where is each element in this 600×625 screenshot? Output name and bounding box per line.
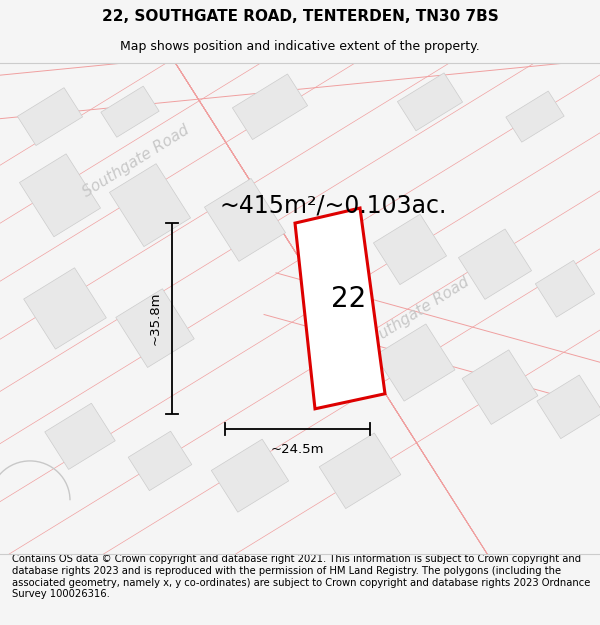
Polygon shape — [17, 88, 83, 146]
Polygon shape — [375, 324, 455, 401]
Text: Southgate Road: Southgate Road — [360, 274, 472, 352]
Polygon shape — [462, 350, 538, 424]
Polygon shape — [128, 431, 192, 491]
Text: Southgate Road: Southgate Road — [80, 122, 192, 200]
Polygon shape — [537, 375, 600, 439]
Text: ~24.5m: ~24.5m — [271, 442, 324, 456]
Text: 22, SOUTHGATE ROAD, TENTERDEN, TN30 7BS: 22, SOUTHGATE ROAD, TENTERDEN, TN30 7BS — [101, 9, 499, 24]
Polygon shape — [458, 229, 532, 299]
Polygon shape — [319, 433, 401, 509]
Polygon shape — [101, 86, 159, 138]
Polygon shape — [109, 164, 191, 247]
Polygon shape — [19, 154, 101, 237]
Polygon shape — [397, 73, 463, 131]
Text: Contains OS data © Crown copyright and database right 2021. This information is : Contains OS data © Crown copyright and d… — [12, 554, 590, 599]
Polygon shape — [211, 439, 289, 512]
Polygon shape — [45, 403, 115, 469]
Text: 22: 22 — [331, 284, 367, 312]
Polygon shape — [23, 268, 106, 349]
Text: Map shows position and indicative extent of the property.: Map shows position and indicative extent… — [120, 41, 480, 53]
Text: ~35.8m: ~35.8m — [149, 292, 162, 345]
Text: ~415m²/~0.103ac.: ~415m²/~0.103ac. — [220, 193, 448, 217]
Polygon shape — [232, 74, 308, 139]
Polygon shape — [116, 289, 194, 368]
Polygon shape — [506, 91, 564, 142]
Polygon shape — [535, 261, 595, 317]
Polygon shape — [295, 208, 385, 409]
Polygon shape — [373, 214, 446, 284]
Polygon shape — [205, 179, 286, 261]
